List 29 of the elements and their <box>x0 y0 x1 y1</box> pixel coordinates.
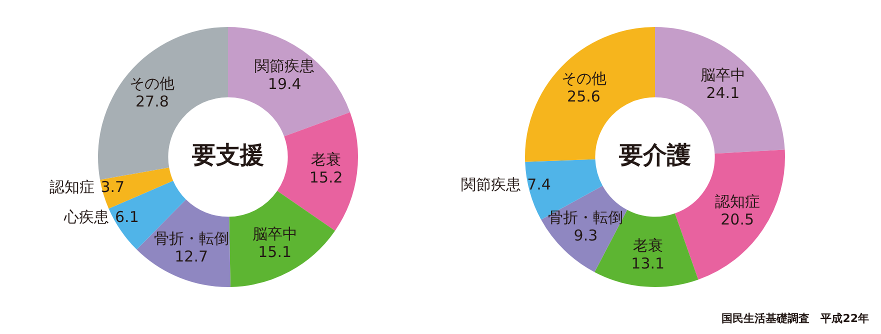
slice-label: 老衰 <box>311 150 342 168</box>
data-label: 15.2 <box>309 168 343 186</box>
slice-label: 関節疾患 <box>254 56 315 75</box>
slice-label: 骨折・転倒 <box>154 230 229 248</box>
data-label: 7.4 <box>527 176 551 194</box>
slice-label: その他 <box>561 69 606 88</box>
data-label: 3.7 <box>100 178 125 196</box>
data-label: 20.5 <box>720 210 754 229</box>
slice-label: 認知症 <box>50 178 95 196</box>
data-label: 12.7 <box>174 248 208 266</box>
data-label: 13.1 <box>631 254 665 273</box>
slice-label: 認知症 <box>714 192 760 211</box>
data-label: 19.4 <box>268 74 302 93</box>
slice-label: 骨折・転倒 <box>548 208 624 226</box>
slice-label: 脳卒中 <box>700 66 746 84</box>
data-label: 9.3 <box>574 226 598 244</box>
data-label: 24.1 <box>706 84 740 102</box>
text: 国民生活基礎調査 平成22年 <box>722 311 869 326</box>
slice-label: その他 <box>130 74 175 92</box>
text: 要支援 <box>191 141 264 170</box>
data-label: 15.1 <box>258 243 292 262</box>
data-label: 27.8 <box>135 92 169 110</box>
slice-label: 老衰 <box>632 236 663 255</box>
text: 要介護 <box>618 141 691 170</box>
slice-label: 心疾患 <box>63 208 110 226</box>
data-label: 25.6 <box>567 87 600 106</box>
slice-label: 脳卒中 <box>252 225 298 244</box>
data-label: 6.1 <box>115 208 139 226</box>
slice-label: 関節疾患 <box>461 176 522 194</box>
